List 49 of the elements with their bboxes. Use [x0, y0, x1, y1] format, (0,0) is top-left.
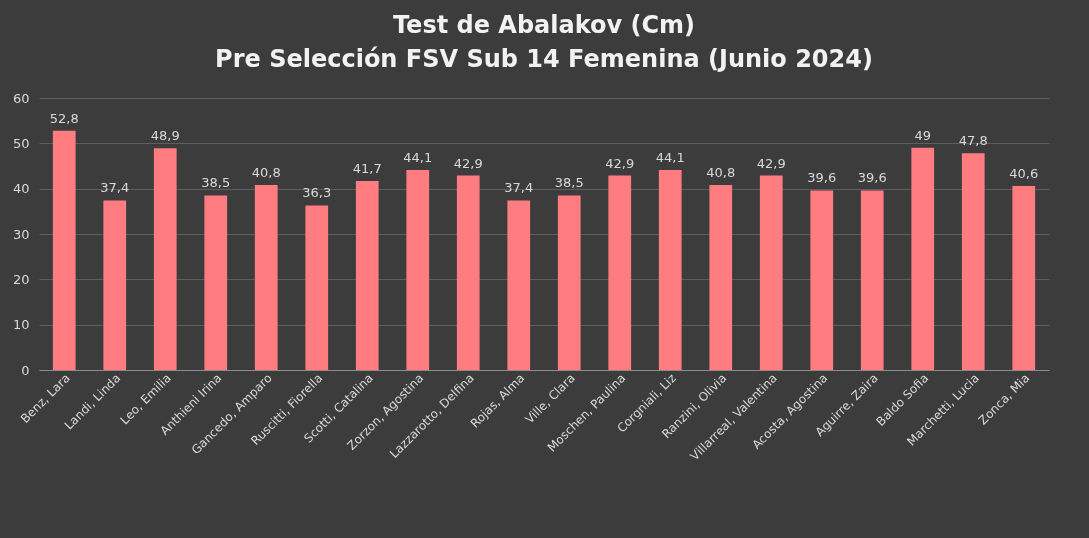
bar — [961, 153, 985, 370]
bar — [406, 170, 430, 370]
y-tick-label: 10 — [12, 317, 30, 333]
data-label: 44,1 — [403, 150, 433, 166]
bar — [860, 190, 884, 370]
bar — [1012, 185, 1036, 370]
data-label: 39,6 — [807, 170, 837, 186]
data-label: 40,6 — [1009, 165, 1039, 181]
y-tick-label: 0 — [21, 362, 30, 378]
data-label: 52,8 — [49, 110, 79, 126]
data-label: 39,6 — [857, 170, 887, 186]
bar — [153, 148, 177, 370]
data-label: 42,9 — [756, 155, 786, 171]
data-label: 40,8 — [251, 165, 281, 181]
data-label: 40,8 — [706, 165, 736, 181]
bar — [254, 185, 278, 370]
data-label: 49 — [914, 127, 932, 143]
chart-title: Test de Abalakov (Cm) — [392, 11, 696, 39]
data-label: 38,5 — [201, 175, 231, 191]
bar — [759, 175, 783, 370]
y-tick-label: 40 — [12, 181, 30, 197]
bar — [911, 147, 935, 370]
bar — [608, 175, 632, 370]
bar — [658, 170, 682, 370]
bar — [557, 195, 581, 370]
bar — [709, 185, 733, 370]
y-tick-label: 50 — [12, 135, 30, 151]
data-label: 42,9 — [453, 155, 483, 171]
chart-subtitle: Pre Selección FSV Sub 14 Femenina (Junio 2024) — [215, 45, 873, 73]
data-label: 37,4 — [100, 180, 130, 196]
bar — [456, 175, 480, 370]
bar — [355, 180, 379, 370]
bar — [52, 130, 76, 370]
data-label: 36,3 — [302, 185, 332, 201]
data-label: 47,8 — [958, 133, 988, 149]
data-label: 48,9 — [150, 128, 180, 144]
data-label: 42,9 — [605, 155, 635, 171]
data-label: 44,1 — [655, 150, 685, 166]
bar — [204, 195, 228, 370]
data-label: 38,5 — [554, 175, 584, 191]
y-tick-label: 60 — [12, 90, 30, 106]
data-label: 41,7 — [352, 160, 382, 176]
y-tick-label: 20 — [12, 271, 30, 287]
bar — [810, 190, 834, 370]
y-tick-label: 30 — [12, 226, 30, 242]
data-label: 37,4 — [504, 180, 534, 196]
bar — [103, 200, 127, 370]
bar — [305, 205, 329, 370]
bar — [507, 200, 531, 370]
